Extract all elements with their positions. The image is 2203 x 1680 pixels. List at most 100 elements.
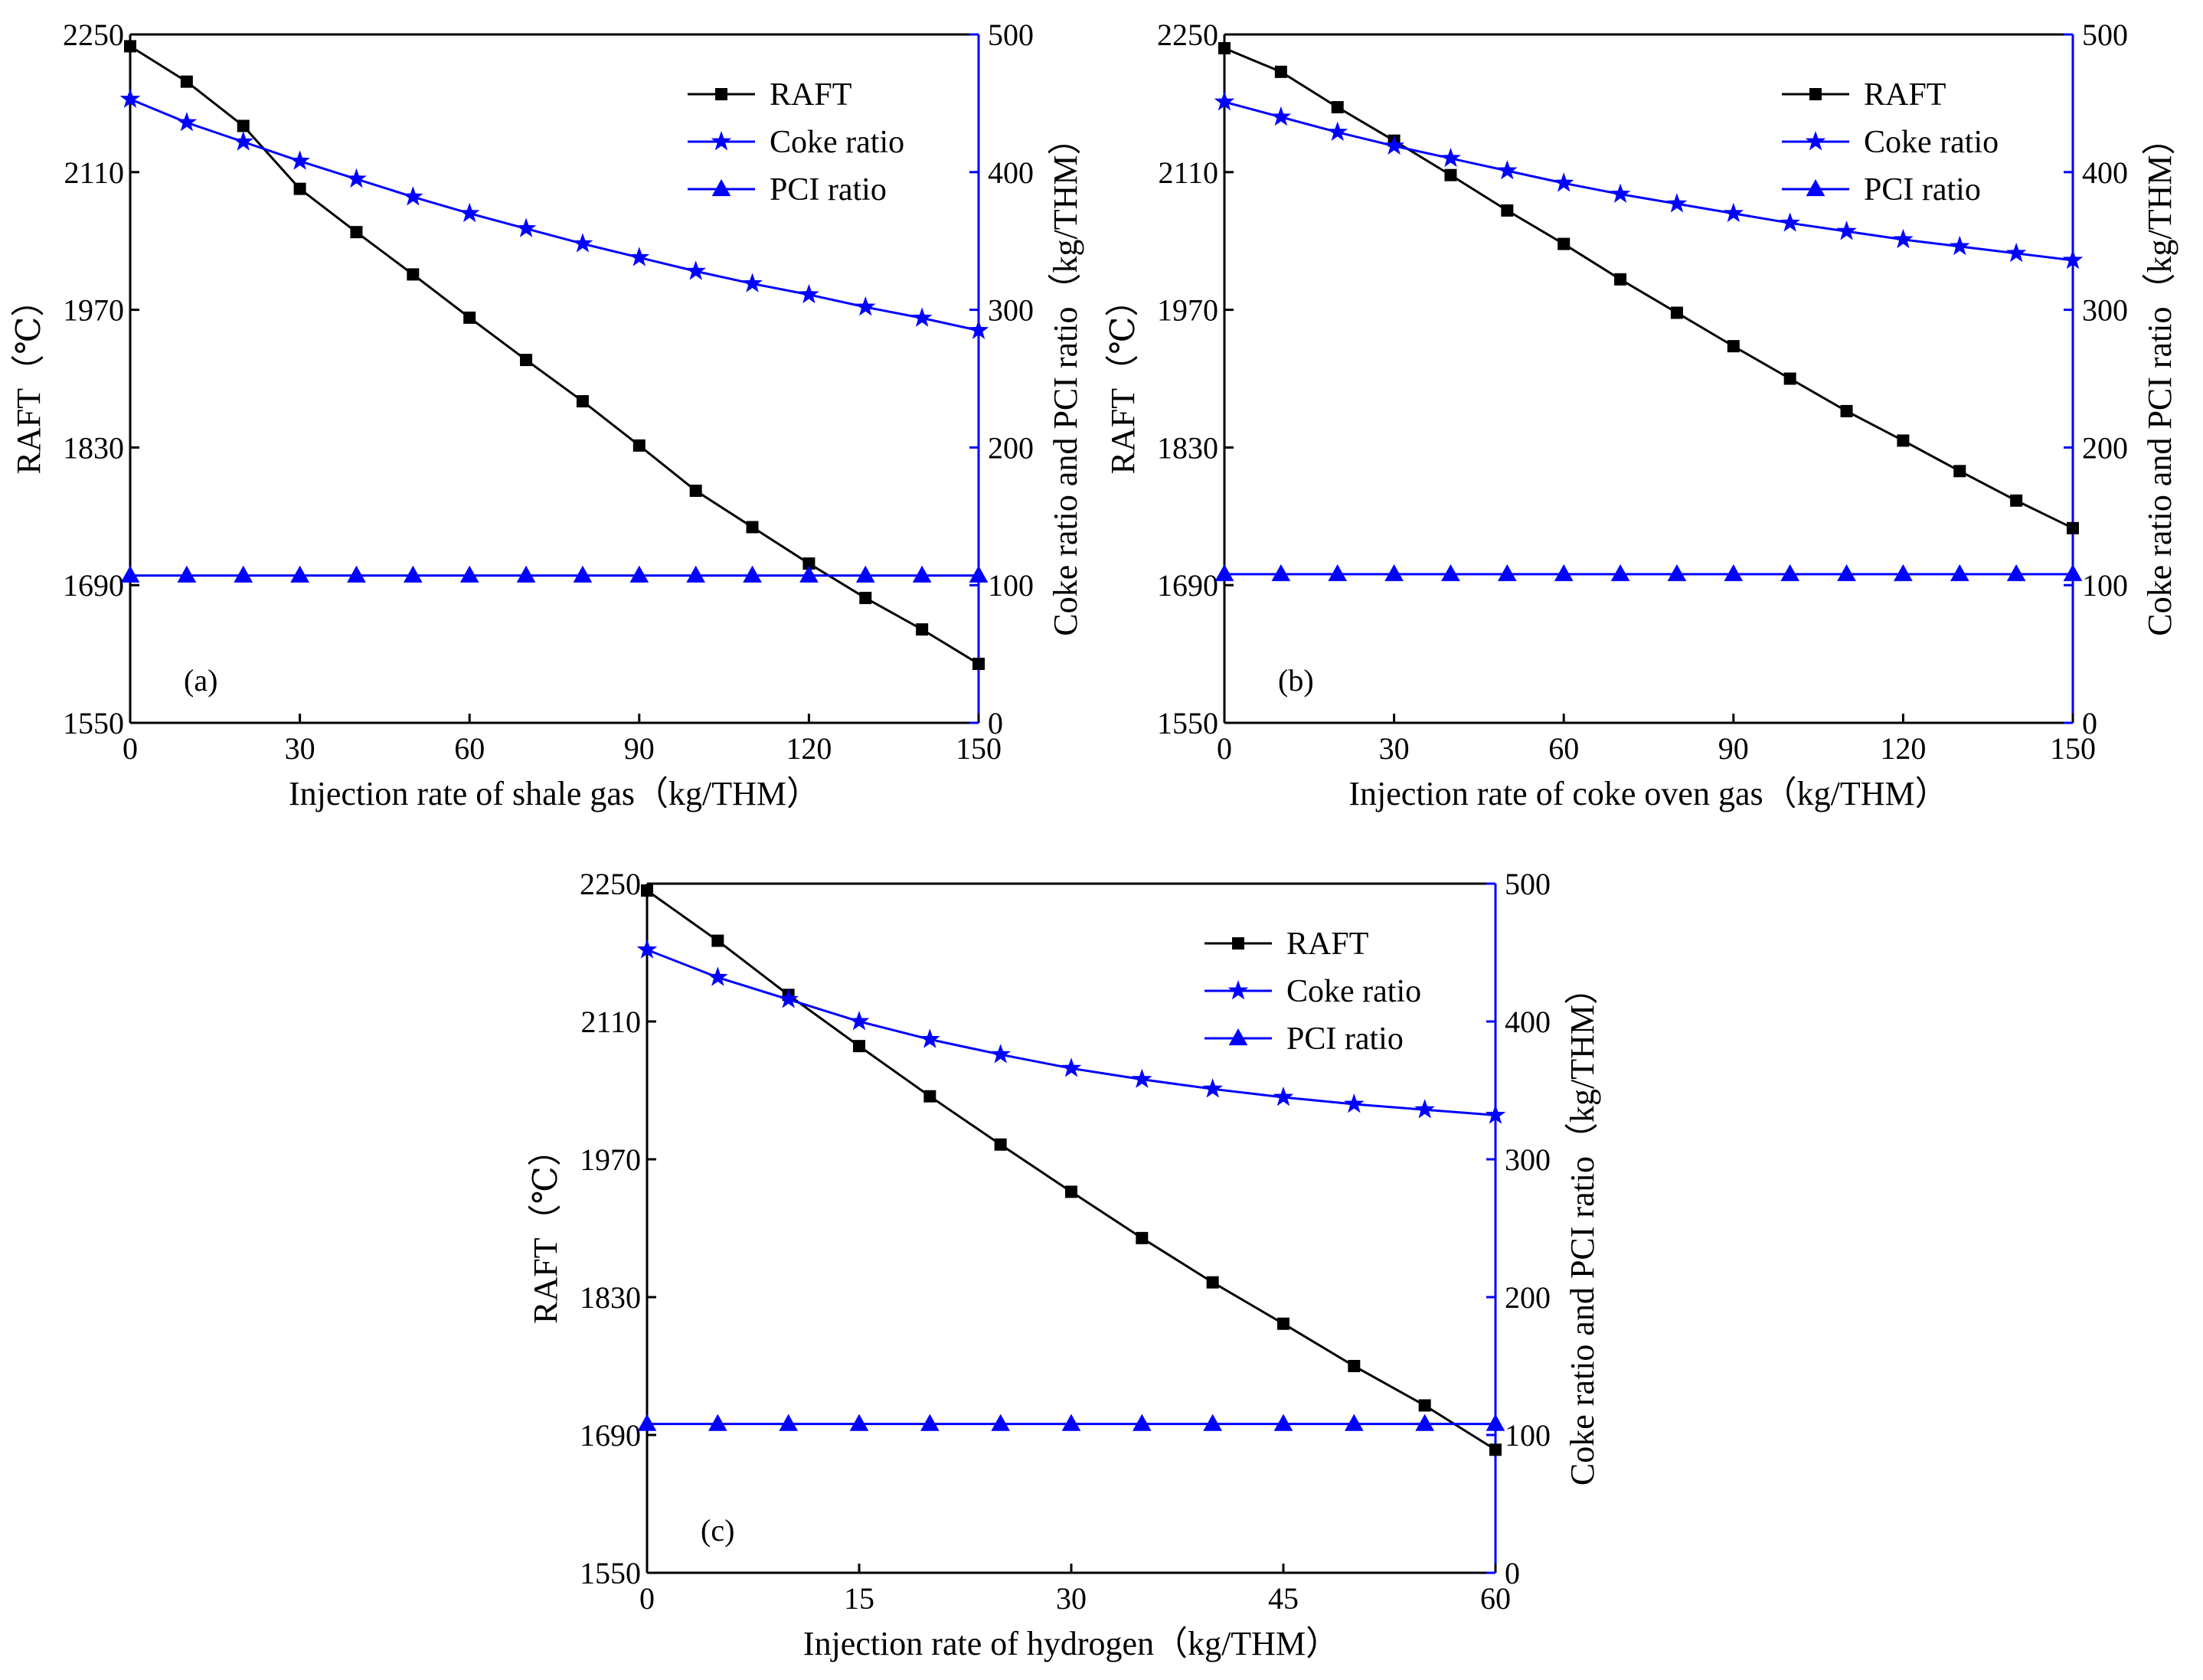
coke-ratio-point: [403, 186, 423, 206]
legend-marker-raft: [1809, 88, 1822, 100]
coke-ratio-point: [1202, 1078, 1223, 1098]
coke-ratio-point: [742, 273, 763, 293]
coke-ratio-point: [1414, 1099, 1435, 1119]
y-left-axis-title: RAFT（℃）: [10, 283, 47, 475]
pci-ratio-point: [855, 565, 875, 583]
pci-ratio-point: [459, 565, 479, 583]
coke-ratio-point: [1723, 202, 1744, 223]
legend-label-raft: RAFT: [770, 77, 851, 113]
y-right-tick-label: 300: [1505, 1142, 1551, 1177]
x-tick-label: 15: [844, 1581, 874, 1616]
coke-ratio-point: [1327, 121, 1348, 141]
raft-point: [1331, 101, 1344, 114]
legend-label-raft: RAFT: [1286, 927, 1368, 962]
coke-ratio-point: [636, 939, 658, 959]
y-left-tick-label: 1550: [580, 1556, 641, 1590]
pci-ratio-point: [177, 565, 197, 583]
coke-ratio-point: [346, 168, 367, 188]
pci-ratio-point: [1950, 564, 1969, 581]
y-right-tick-label: 100: [1505, 1418, 1551, 1453]
y-right-axis-title: Coke ratio and PCI ratio（kg/THM）: [1047, 121, 1084, 636]
y-left-tick-label: 2250: [63, 18, 124, 52]
x-tick-label: 45: [1268, 1581, 1299, 1616]
y-left-tick-label: 1550: [63, 706, 124, 740]
pci-ratio-point: [629, 565, 649, 583]
raft-point: [711, 934, 724, 947]
legend-label-pci-ratio: PCI ratio: [770, 172, 887, 208]
x-tick-label: 120: [786, 731, 832, 766]
x-tick-label: 150: [2050, 731, 2096, 766]
pci-ratio-point: [347, 565, 366, 583]
coke-ratio-point: [176, 112, 198, 132]
pci-ratio-point: [686, 565, 706, 583]
chart-panel-a: 0 30 60 90 120 150 1550 1690 1830 1970 2110 2250 0 10…: [10, 18, 1084, 812]
coke-ratio-point: [289, 150, 310, 170]
legend-marker-coke-ratio: [1805, 131, 1826, 151]
x-tick-label: 90: [624, 731, 655, 766]
raft-point: [237, 119, 250, 132]
raft-point: [350, 226, 363, 239]
coke-ratio-point: [1485, 1104, 1506, 1124]
raft-point: [1557, 237, 1571, 250]
coke-ratio-point: [1440, 147, 1461, 168]
raft-line: [129, 45, 979, 665]
coke-ratio-point: [1497, 160, 1518, 180]
y-right-tick-label: 500: [2082, 18, 2128, 52]
legend-label-coke-ratio: Coke ratio: [770, 125, 904, 160]
panel-label: (b): [1278, 663, 1314, 698]
coke-ratio-point: [1893, 228, 1914, 249]
x-tick-label: 0: [639, 1581, 655, 1616]
legend-marker-pci-ratio: [1806, 179, 1825, 197]
raft-point: [1783, 372, 1796, 385]
pci-ratio-point: [403, 565, 423, 583]
raft-point: [802, 557, 816, 570]
y-left-tick-label: 1830: [63, 430, 124, 465]
y-right-tick-label: 0: [2082, 706, 2097, 740]
pci-ratio-point: [1273, 1414, 1293, 1431]
raft-point: [1418, 1399, 1431, 1412]
pci-ratio-point: [1271, 564, 1291, 581]
pci-ratio-point: [1610, 564, 1630, 581]
y-left-axis-title: RAFT（℃）: [527, 1133, 564, 1324]
pci-ratio-point: [1415, 1414, 1435, 1431]
raft-point: [1065, 1185, 1077, 1198]
legend-marker-coke-ratio: [711, 131, 732, 151]
raft-point: [1953, 465, 1966, 478]
raft-point: [1489, 1443, 1502, 1456]
pci-ratio-point: [1061, 1414, 1081, 1431]
y-right-tick-label: 200: [1505, 1280, 1551, 1315]
pci-ratio-point: [920, 1414, 940, 1431]
coke-ratio-point: [799, 283, 819, 304]
raft-point: [124, 40, 136, 53]
raft-point: [463, 311, 476, 324]
raft-point: [1727, 340, 1740, 353]
coke-ratio-point: [1384, 135, 1404, 155]
pci-ratio-point: [1214, 564, 1234, 581]
y-right-tick-label: 100: [2082, 568, 2128, 603]
pci-ratio-point: [912, 565, 932, 583]
legend-marker-pci-ratio: [1228, 1028, 1248, 1046]
pci-ratio-point: [1344, 1414, 1364, 1431]
y-left-tick-label: 1970: [63, 293, 124, 328]
y-left-tick-label: 1970: [580, 1142, 641, 1177]
raft-point: [576, 395, 589, 408]
pci-ratio-point: [1724, 564, 1744, 581]
y-left-tick-label: 1830: [580, 1280, 641, 1315]
legend-marker-raft: [1232, 937, 1244, 949]
coke-ratio-point: [2062, 249, 2084, 270]
coke-ratio-point: [708, 966, 728, 986]
pci-ratio-point: [234, 565, 253, 583]
legend-marker-raft: [715, 88, 727, 100]
coke-ratio-point: [1344, 1093, 1365, 1113]
pci-ratio-point: [799, 565, 819, 583]
pci-ratio-point: [849, 1414, 869, 1431]
pci-ratio-point: [1837, 564, 1856, 581]
coke-ratio-point: [119, 88, 141, 108]
coke-ratio-point: [459, 202, 480, 223]
y-left-axis-title: RAFT（℃）: [1104, 283, 1142, 475]
pci-ratio-point: [1497, 564, 1517, 581]
raft-point: [632, 439, 646, 452]
x-tick-label: 150: [956, 731, 1002, 766]
pci-ratio-point: [991, 1414, 1011, 1431]
coke-ratio-point: [990, 1044, 1011, 1064]
